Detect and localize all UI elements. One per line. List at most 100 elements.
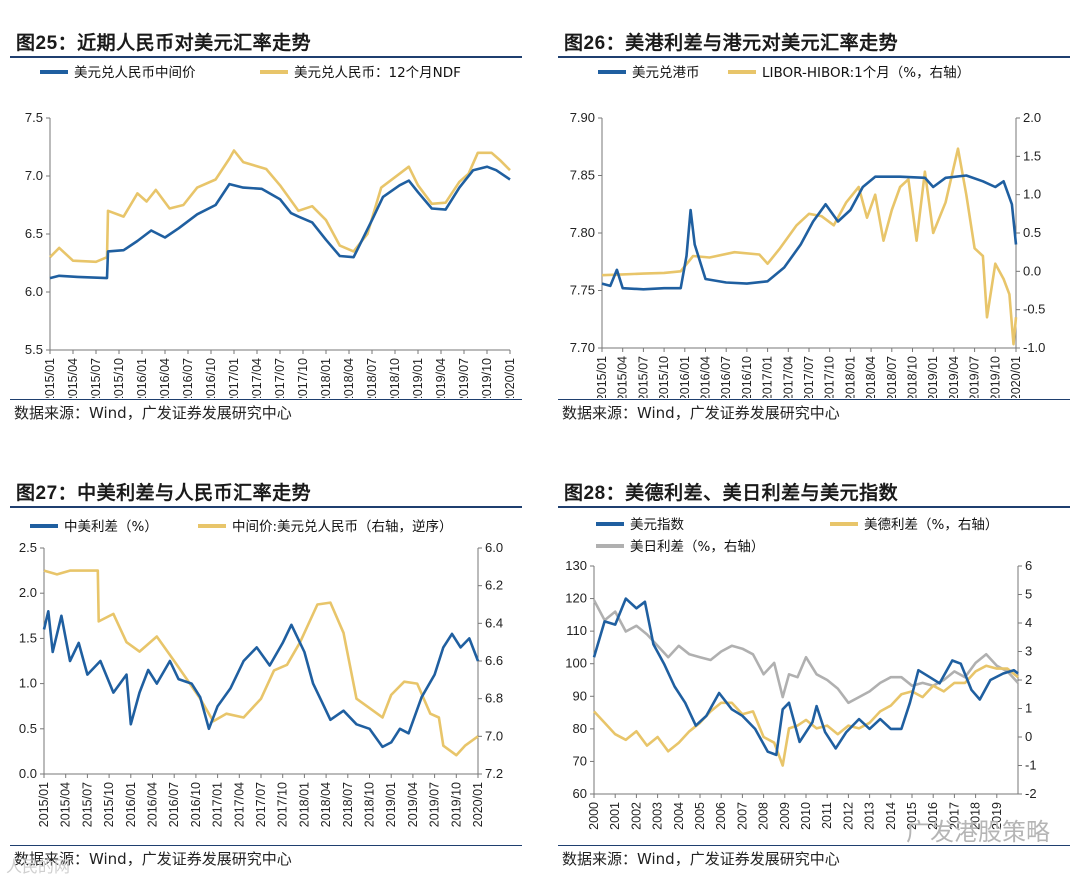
x-tick-label: 2015/07	[80, 782, 94, 827]
x-tick-label: 2011	[820, 802, 834, 829]
x-tick-label: 2018/01	[843, 356, 857, 398]
series-line	[49, 165, 511, 280]
legend-label: 美日利差（%，右轴）	[630, 539, 764, 555]
x-tick-label: 2017/04	[781, 356, 795, 398]
source-note: 数据来源：Wind，广发证券发展研究中心	[562, 404, 840, 422]
y-tick-label: 7.75	[570, 283, 595, 298]
y-tick-label: 90	[573, 688, 587, 703]
y-tick-label: 70	[573, 753, 587, 768]
y-tick-label: 7.70	[570, 340, 595, 355]
x-tick-label: 2004	[672, 802, 686, 830]
chart-title: 图25：近期人民币对美元汇率走势	[16, 32, 312, 54]
x-tick-label: 2017/01	[227, 358, 241, 398]
y2-tick-label: 3	[1025, 644, 1032, 659]
series-line	[592, 599, 1019, 705]
y-tick-label: 1.5	[19, 630, 37, 645]
source-rule	[558, 845, 1070, 846]
x-tick-label: 2015/01	[595, 356, 609, 398]
x-tick-label: 2018/01	[319, 358, 333, 398]
x-tick-label: 2018/10	[906, 356, 920, 398]
y2-tick-label: 7.0	[485, 728, 503, 743]
chart-canvas: 7.70 7.75 7.80 7.85 7.90 -1.0 -0.5 0.0 0.5 1.0 1.5…	[570, 65, 1046, 398]
chart-panel-25: 图25：近期人民币对美元汇率走势 5.5 6.0 6.5 7.0 7.5 2015/01 2…	[10, 22, 525, 432]
y-tick-label: 60	[573, 786, 587, 801]
y2-tick-label: -0.5	[1023, 302, 1045, 317]
y-tick-label: 0.5	[19, 721, 37, 736]
x-tick-label: 2015/04	[66, 358, 80, 398]
x-tick-label: 2019/04	[947, 356, 961, 398]
x-tick-label: 2016/04	[699, 356, 713, 398]
series-line	[601, 147, 1018, 346]
x-tick-label: 2019/01	[926, 356, 940, 398]
watermark: 广发港股策略	[906, 818, 1050, 846]
y2-tick-label: 0.5	[1023, 225, 1041, 240]
y-tick-label: 80	[573, 721, 587, 736]
y2-tick-label: 1	[1025, 701, 1032, 716]
x-tick-label: 2019/04	[434, 358, 448, 398]
x-tick-label: 2017/04	[250, 358, 264, 398]
figure-number: 图25	[16, 33, 58, 54]
chart-title: 图27：中美利差与人民币汇率走势	[16, 482, 312, 504]
x-tick-label: 2019/07	[428, 782, 442, 827]
y2-tick-label: 6.4	[485, 615, 503, 630]
figure-title: 近期人民币对美元汇率走势	[77, 32, 312, 54]
y2-tick-label: 7.2	[485, 766, 503, 781]
chart-panel-27: 图27：中美利差与人民币汇率走势 0.0 0.5 1.0 1.5 2.0 2.5 6.0 6.…	[10, 472, 525, 882]
x-tick-label: 2017	[947, 802, 961, 830]
x-tick-label: 2018/10	[388, 358, 402, 398]
x-tick-label: 2018/04	[342, 358, 356, 398]
x-tick-label: 2015/10	[112, 358, 126, 398]
x-tick-label: 2014	[884, 802, 898, 830]
x-tick-label: 2020/01	[503, 358, 517, 398]
y2-tick-label: 0	[1025, 729, 1032, 744]
y-tick-label: 6.0	[25, 284, 43, 299]
legend-label: 中美利差（%）	[64, 519, 158, 535]
x-tick-label: 2020/01	[471, 782, 485, 827]
x-tick-label: 2016/04	[146, 782, 160, 827]
x-tick-label: 2019/10	[480, 358, 494, 398]
x-tick-label: 2018/01	[297, 782, 311, 827]
y-tick-label: 2.0	[19, 585, 37, 600]
y2-tick-label: -1.0	[1023, 340, 1045, 355]
x-tick-label: 2017/10	[276, 782, 290, 827]
x-tick-label: 2019	[990, 802, 1004, 830]
legend-label: LIBOR-HIBOR:1个月（%，右轴）	[762, 65, 970, 81]
x-tick-label: 2015	[905, 802, 919, 830]
source-note: 数据来源：Wind，广发证券发展研究中心	[14, 850, 292, 868]
x-tick-label: 2015/01	[43, 358, 57, 398]
x-tick-label: 2005	[693, 802, 707, 830]
x-tick-label: 2018/07	[885, 356, 899, 398]
x-tick-label: 2001	[608, 802, 622, 830]
y-tick-label: 7.85	[570, 168, 595, 183]
y2-tick-label: 6	[1025, 558, 1032, 573]
y-tick-label: 5.5	[25, 342, 43, 357]
y2-tick-label: 4	[1025, 615, 1032, 630]
y2-tick-label: 5	[1025, 587, 1032, 602]
y2-tick-label: 2.0	[1023, 110, 1041, 125]
x-tick-label: 2003	[651, 802, 665, 830]
chart-canvas: 5.5 6.0 6.5 7.0 7.5 2015/01 2015/04 2015/07 2015…	[25, 65, 517, 398]
y2-tick-label: 1.5	[1023, 148, 1041, 163]
source-rule	[558, 399, 1070, 400]
x-tick-label: 2015/04	[59, 782, 73, 827]
x-tick-label: 2016/01	[124, 782, 138, 827]
x-tick-label: 2017/07	[254, 782, 268, 827]
x-tick-label: 2016/10	[189, 782, 203, 827]
x-tick-label: 2016/01	[135, 358, 149, 398]
x-tick-label: 2010	[799, 802, 813, 830]
y-tick-label: 0.0	[19, 766, 37, 781]
x-tick-label: 2019/07	[968, 356, 982, 398]
source-note: 数据来源：Wind，广发证券发展研究中心	[14, 404, 292, 422]
x-tick-label: 2002	[629, 802, 643, 830]
title-rule	[10, 56, 522, 58]
chart-title: 图28：美德利差、美日利差与美元指数	[564, 482, 899, 504]
x-tick-label: 2019/04	[406, 782, 420, 827]
y2-tick-label: 6.0	[485, 540, 503, 555]
x-tick-label: 2016/10	[204, 358, 218, 398]
corner-watermark: 人民的网	[6, 857, 71, 876]
x-tick-label: 2009	[778, 802, 792, 830]
source-note: 数据来源：Wind，广发证券发展研究中心	[562, 850, 840, 868]
y2-tick-label: 1.0	[1023, 187, 1041, 202]
x-tick-label: 2015/10	[657, 356, 671, 398]
legend-label: 美元兑人民币中间价	[74, 65, 196, 81]
